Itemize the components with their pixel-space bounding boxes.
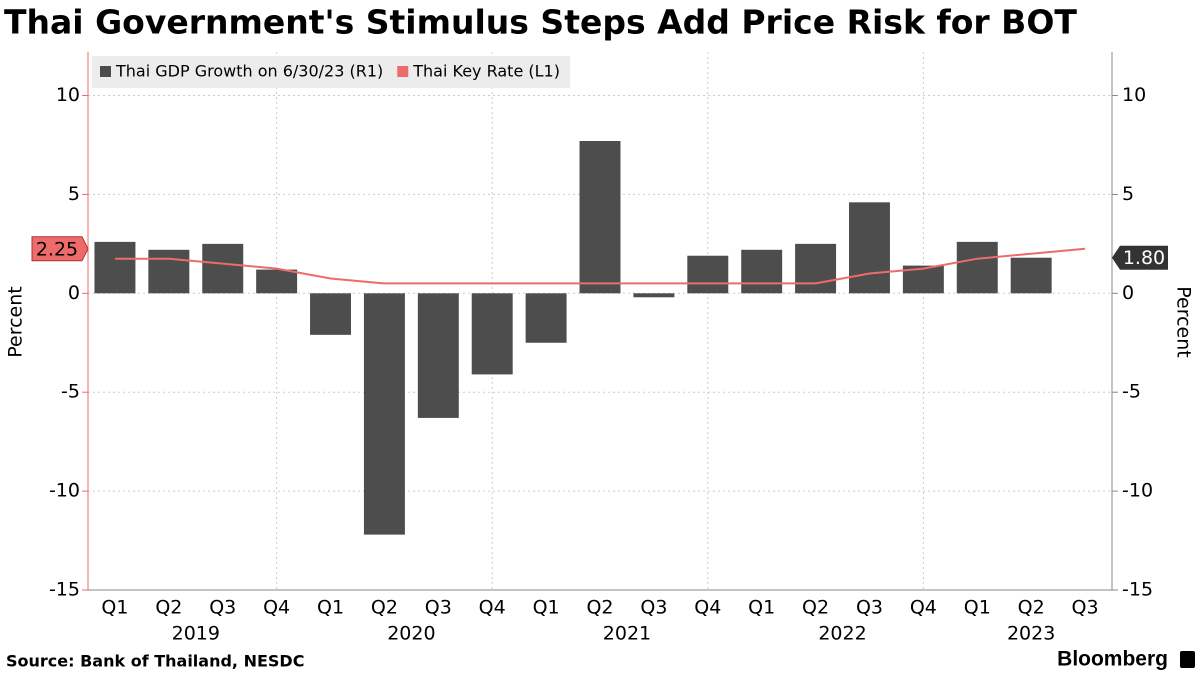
year-label: 2021 [603,623,651,645]
x-tick-label: Q2 [802,597,829,619]
x-tick-label: Q4 [263,597,290,619]
bar [1010,257,1052,294]
y2-tick-label: 0 [1122,282,1134,304]
bar [525,293,567,343]
chart-title: Thai Government's Stimulus Steps Add Pri… [4,3,1077,42]
y2-tick-label: 5 [1122,183,1134,205]
bar [741,249,783,294]
year-label: 2023 [1007,623,1055,645]
x-tick-label: Q3 [856,597,883,619]
legend-box [92,56,570,88]
x-tick-label: Q3 [640,597,667,619]
line [114,247,1086,285]
legend-swatch [100,66,111,77]
bar [795,243,837,294]
value-label: 2.25 [36,238,78,260]
x-tick-label: Q4 [479,597,506,619]
x-tick-label: Q3 [209,597,236,619]
y2-axis-title: Percent [1173,286,1195,358]
brand-icon [1180,651,1195,668]
year-label: 2019 [172,623,220,645]
x-tick-label: Q2 [371,597,398,619]
value-label-box [1112,245,1168,270]
bar [148,249,190,294]
legend-label: Thai GDP Growth on 6/30/23 (R1) [115,62,383,81]
brand: Bloomberg [1057,648,1168,671]
x-tick-label: Q1 [964,597,991,619]
bar [310,293,352,335]
value-label: 1.80 [1123,247,1165,269]
source: Source: Bank of Thailand, NESDC [6,652,304,671]
y-tick-label: -10 [49,480,80,502]
year-label: 2020 [387,623,435,645]
y-tick-label: 10 [56,84,80,106]
x-tick-label: Q1 [533,597,560,619]
x-tick-label: Q4 [910,597,937,619]
x-tick-label: Q1 [748,597,775,619]
x-tick-label: Q1 [101,597,128,619]
y-axis-title: Percent [5,286,27,358]
bar [94,241,136,294]
bar [363,293,405,535]
x-tick-label: Q2 [586,597,613,619]
bar [471,293,513,375]
y2-tick-label: 10 [1122,84,1146,106]
bar [202,243,244,294]
value-label-box [31,236,89,262]
bar [956,241,998,294]
x-tick-label: Q2 [1018,597,1045,619]
x-tick-label: Q4 [694,597,721,619]
x-tick-label: Q3 [1072,597,1099,619]
y-tick-label: -15 [49,579,80,601]
bar [256,269,298,294]
x-tick-label: Q2 [155,597,182,619]
y-tick-label: 5 [68,183,80,205]
legend-label: Thai Key Rate (L1) [412,62,560,81]
y2-tick-label: -10 [1122,480,1153,502]
year-label: 2022 [818,623,866,645]
bar [579,141,621,294]
y-tick-label: -5 [61,381,80,403]
bar [417,293,459,418]
y-tick-label: 0 [68,282,80,304]
bar [687,255,729,294]
x-tick-label: Q3 [425,597,452,619]
y2-tick-label: -5 [1122,381,1141,403]
x-tick-label: Q1 [317,597,344,619]
bar [848,202,890,294]
legend-swatch [397,66,409,77]
bar [633,293,675,298]
y2-tick-label: -15 [1122,579,1153,601]
